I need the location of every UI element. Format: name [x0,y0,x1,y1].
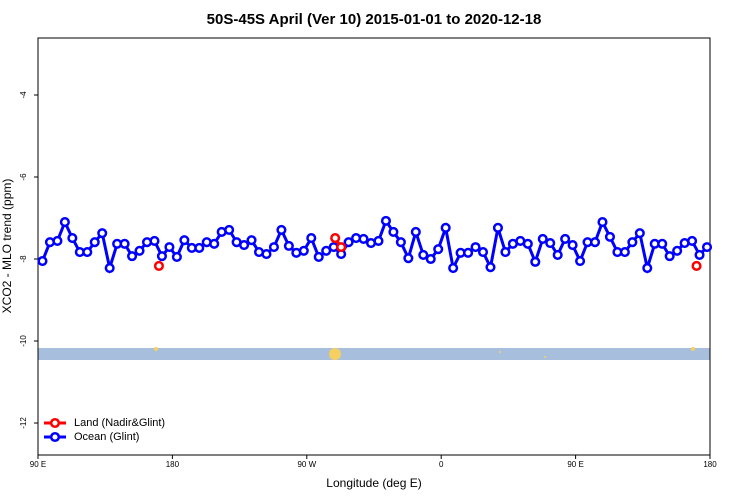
data-point [134,245,145,256]
land-marker [499,351,501,353]
x-tick-label: 90 E [567,460,583,469]
data-point [522,238,533,249]
data-point [336,242,347,253]
surface-strip [38,348,710,360]
data-point [470,242,481,253]
data-point [627,237,638,248]
chart-title: 50S-45S April (Ver 10) 2015-01-01 to 202… [207,11,542,28]
data-point [164,242,175,253]
data-point [179,235,190,246]
land-marker [154,347,158,351]
data-point [313,251,324,263]
data-point [440,222,451,233]
data-point [701,242,713,253]
land-marker [691,347,695,351]
data-point [567,240,578,251]
data-point [89,237,100,248]
data-point [410,226,421,237]
land-marker [329,348,341,360]
x-tick-label: 0 [439,460,444,469]
data-point [104,262,115,274]
data-point [209,238,220,249]
data-point [388,226,399,237]
data-point [358,233,369,244]
data-point [373,235,384,247]
data-point [694,249,705,260]
data-point [604,231,615,242]
data-point [298,245,309,256]
x-tick-label: 90 E [30,460,46,469]
data-point [433,244,444,255]
data-point [343,237,354,248]
data-point [395,237,406,248]
data-point [448,262,459,274]
data-point [530,256,541,267]
data-point [589,237,601,248]
data-point [537,233,548,244]
data-point [485,262,496,273]
data-point [477,246,489,258]
y-axis-label: XCO2 - MLO trend (ppm) [0,179,14,314]
data-point [321,245,332,256]
y-tick-label: -6 [19,173,28,181]
y-tick-label: -4 [19,91,28,99]
data-point [224,224,235,235]
data-point [153,260,165,272]
data-point [642,262,653,274]
data-point [418,249,429,260]
data-point [380,215,391,226]
data-point [276,224,287,235]
data-point [97,228,108,239]
data-point [82,246,93,258]
data-point [500,246,511,258]
data-point [425,253,436,265]
data-point [127,251,138,262]
data-point [149,235,160,247]
data-point [156,251,167,262]
data-point [59,217,70,228]
data-point [619,246,630,258]
data-point [268,242,279,253]
data-point [552,249,563,260]
data-point [575,256,586,267]
data-point [664,251,675,262]
y-tick-label: -10 [19,335,28,347]
data-point [171,251,182,263]
y-tick-label: -12 [19,417,28,429]
legend-label: Ocean (Glint) [74,431,139,443]
data-point [261,249,272,260]
x-tick-label: 180 [703,460,717,469]
data-point [657,238,668,249]
data-point [239,240,250,251]
x-tick-label: 180 [166,460,180,469]
data-point [119,238,130,249]
data-point [246,235,257,246]
data-point [283,240,294,251]
data-point [560,233,571,244]
data-point [634,228,645,239]
data-point [194,242,205,253]
data-point [492,222,503,233]
data-point [463,247,474,258]
data-point [37,256,48,267]
data-point [330,233,341,244]
data-point [403,253,414,264]
data-point [52,235,63,247]
x-tick-label: 90 W [297,460,316,469]
data-point [306,233,317,244]
data-point [672,245,683,256]
land-marker [544,356,546,358]
x-axis-label: Longitude (deg E) [326,476,421,490]
legend-marker [49,417,61,429]
data-point [687,235,698,247]
legend-label: Land (Nadir&Glint) [74,417,165,429]
data-point [597,217,608,228]
legend-marker [49,431,61,443]
data-point [67,233,78,244]
data-point [545,237,556,249]
y-tick-label: -8 [19,255,28,263]
data-point [691,260,702,272]
